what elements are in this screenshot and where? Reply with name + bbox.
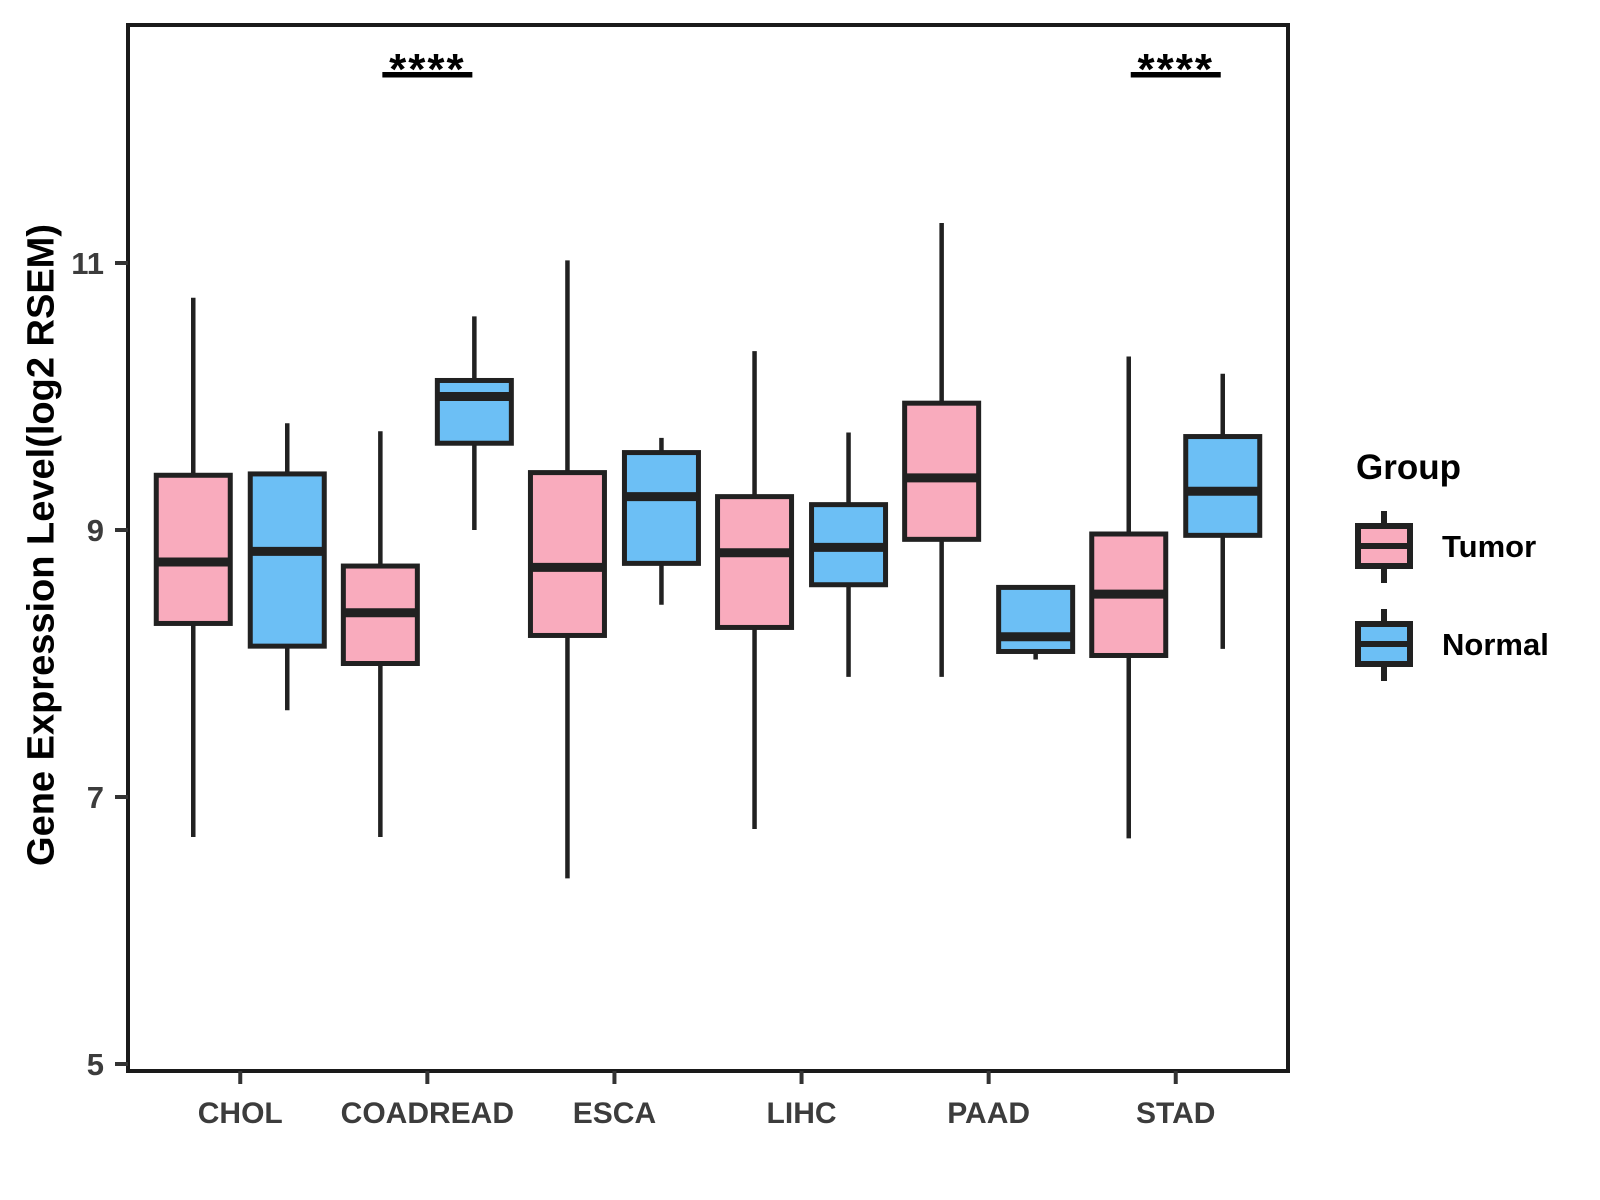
box-lihc-tumor [715, 494, 795, 630]
box-chol-tumor [153, 472, 233, 626]
box-chol-normal [247, 471, 327, 649]
box-paad-normal [996, 584, 1076, 654]
y-tick-label: 7 [87, 780, 104, 815]
y-tick-label: 5 [87, 1047, 104, 1082]
significance-stars-stad: **** [1137, 45, 1214, 94]
box-paad-tumor [902, 400, 982, 542]
significance-bar-stad [1130, 72, 1221, 78]
box-esca-tumor [527, 470, 607, 638]
x-tick-label-chol: CHOL [198, 1097, 283, 1130]
legend-label-normal: Normal [1442, 627, 1549, 662]
legend-label-tumor: Tumor [1442, 529, 1537, 564]
box-coadread-normal [434, 377, 514, 446]
box-stad-normal [1183, 434, 1263, 538]
x-tick-label-stad: STAD [1136, 1097, 1215, 1130]
legend-title: Group [1356, 448, 1461, 487]
x-tick-label-lihc: LIHC [767, 1097, 837, 1130]
legend: Group Tumor Normal [1352, 448, 1549, 684]
x-tick-label-paad: PAAD [947, 1097, 1030, 1130]
y-tick-label: 9 [87, 513, 104, 548]
significance-stars-coadread: **** [389, 45, 466, 94]
plot-panel-border [126, 23, 1290, 1073]
legend-item-normal: Normal [1352, 606, 1549, 684]
x-tick-label-coadread: COADREAD [341, 1097, 514, 1130]
normal-boxplot-swatch [1352, 606, 1416, 684]
tumor-boxplot-swatch [1352, 508, 1416, 586]
legend-item-tumor: Tumor [1352, 508, 1549, 586]
y-axis-title: Gene Expression Level(log2 RSEM) [20, 224, 63, 866]
box-esca-normal [621, 450, 701, 566]
significance-bar-coadread [382, 72, 473, 78]
x-tick-label-esca: ESCA [573, 1097, 656, 1130]
y-tick-label: 11 [71, 246, 104, 281]
